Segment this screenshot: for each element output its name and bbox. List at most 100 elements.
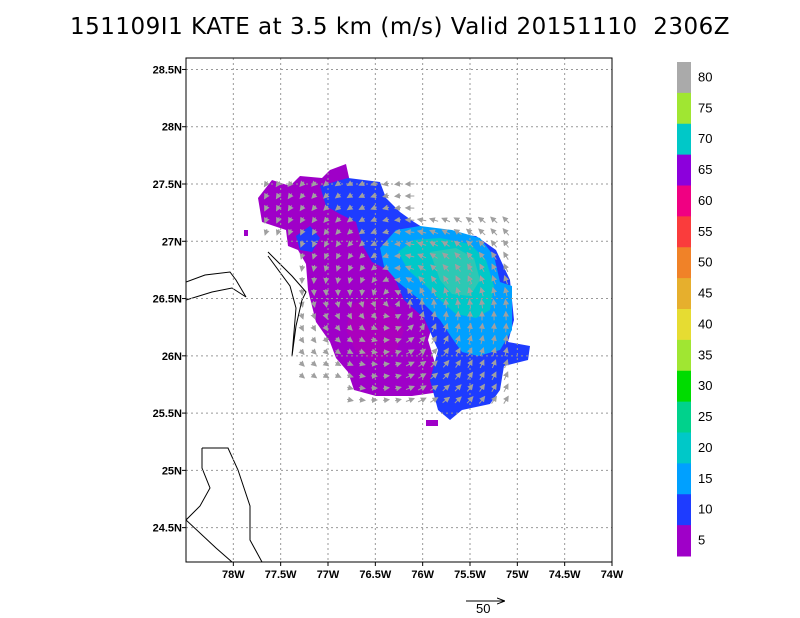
wind-vector (490, 346, 497, 357)
wind-vector (382, 276, 390, 282)
wind-vector (443, 275, 449, 284)
wind-vector (502, 346, 509, 357)
wind-vector (348, 264, 354, 272)
wind-vector (405, 277, 414, 283)
wind-vector (359, 264, 366, 272)
wind-vector (442, 384, 450, 392)
wind-vector (393, 216, 402, 223)
y-tick-label: 27.5N (153, 179, 182, 191)
wind-vector (287, 204, 294, 212)
wind-vector (311, 216, 318, 224)
wind-vector (395, 325, 402, 332)
wind-vector (346, 396, 354, 403)
wind-vector (478, 347, 485, 357)
wind-vector (370, 216, 377, 223)
wind-vector (454, 396, 462, 404)
wind-vector (323, 240, 330, 248)
wind-vector (416, 217, 427, 224)
wind-vector (358, 348, 366, 355)
wind-vector (418, 276, 426, 284)
wind-vector (347, 252, 354, 260)
wind-vector (490, 359, 497, 369)
colorbar-swatch (677, 92, 691, 125)
wind-vector (311, 180, 318, 187)
wind-vector (477, 216, 486, 224)
colorbar-label: 70 (698, 131, 712, 146)
wind-vector (441, 241, 450, 247)
wind-vector (347, 276, 354, 284)
wind-vector (335, 240, 342, 248)
colorbar-label: 25 (698, 409, 712, 424)
speed-region-25 (430, 248, 480, 296)
wind-vector (394, 337, 402, 344)
wind-vector (310, 313, 317, 320)
wind-vector (358, 216, 366, 223)
wind-vector (490, 334, 497, 345)
wind-vector (443, 335, 449, 345)
colorbar-swatch (677, 494, 691, 526)
wind-vector (453, 240, 462, 248)
wind-vector (405, 385, 415, 392)
wind-vector (370, 360, 379, 367)
wind-vector (503, 251, 509, 260)
wind-vector (323, 204, 330, 211)
wind-vector (358, 396, 366, 403)
wind-vector (429, 253, 438, 259)
wind-vector (370, 312, 378, 319)
wind-vector (479, 371, 485, 380)
colorbar-label: 55 (698, 224, 712, 239)
colorbar-label: 75 (698, 100, 712, 115)
wind-vector (491, 286, 498, 297)
colorbar-label: 10 (698, 502, 712, 517)
colorbar-swatch (677, 123, 691, 156)
wind-vector (288, 216, 294, 224)
wind-vector (418, 336, 426, 344)
colorbar-swatch (677, 309, 691, 341)
wind-vector (454, 263, 461, 272)
wind-vector (298, 348, 305, 356)
coastlines (186, 251, 307, 562)
wind-vector (418, 348, 427, 356)
coastline-central-island (267, 251, 307, 357)
wind-vector (288, 228, 294, 236)
wind-vector (310, 348, 317, 355)
wind-vector (417, 265, 426, 271)
wind-vector (429, 229, 439, 236)
wind-vector (404, 265, 415, 272)
wind-vector (323, 192, 330, 199)
colorbar-swatch (677, 154, 691, 186)
wind-vector (406, 337, 415, 343)
wind-vector (334, 372, 342, 378)
wind-speed-field (244, 164, 530, 426)
wind-vector (358, 312, 365, 320)
colorbar-label: 5 (698, 533, 705, 548)
wind-vector (404, 253, 415, 260)
wind-vector (263, 217, 270, 224)
wind-vector (335, 264, 342, 272)
wind-vector (441, 217, 451, 224)
wind-vector (311, 264, 318, 272)
wind-vector (502, 322, 509, 333)
wind-vector (491, 275, 498, 285)
wind-vector (358, 228, 366, 235)
wind-vector (491, 383, 497, 392)
wind-vector (276, 204, 282, 212)
wind-vector (405, 361, 415, 367)
wind-vector (264, 204, 270, 212)
wind-vector (310, 360, 318, 367)
wind-vector (429, 241, 439, 247)
wind-vector (370, 228, 378, 234)
coastline-south-island-west (186, 448, 233, 562)
wind-vector (299, 264, 306, 272)
wind-vector (346, 180, 354, 187)
wind-vector (404, 241, 415, 248)
wind-vector (382, 300, 389, 307)
wind-vector (431, 298, 438, 309)
wind-vector (454, 371, 462, 380)
wind-vector (310, 324, 316, 332)
wind-vector (263, 228, 270, 236)
coastline-north-island (186, 271, 247, 301)
wind-vector (502, 227, 510, 236)
wind-vector (382, 204, 390, 211)
plot-title: 151109I1 KATE at 3.5 km (m/s) Valid 2015… (70, 14, 730, 40)
